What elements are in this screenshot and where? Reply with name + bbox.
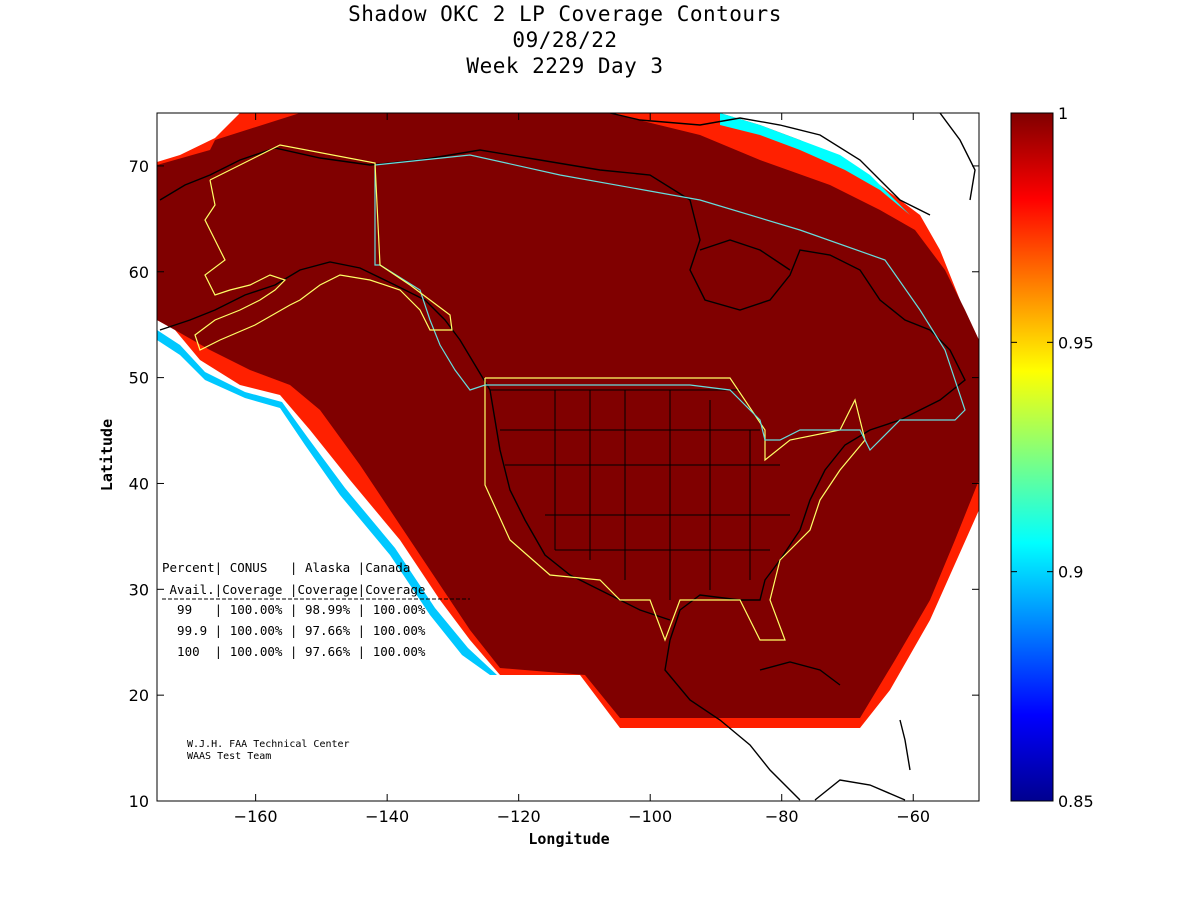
y-axis-label: Latitude [98,419,116,491]
title-line-3-week: Week 2229 Day 3 [466,54,664,78]
table-row: 99.9 | 100.00% | 97.66% | 100.00% [162,623,426,638]
y-tick-label: 50 [129,369,149,388]
x-tick-label: −80 [765,807,799,826]
colorbar-tick-label: 0.9 [1058,563,1083,582]
table-row: 99 | 100.00% | 98.99% | 100.00% [162,602,426,617]
colorbar-ticks: 1 0.95 0.9 0.85 [1011,104,1094,811]
no-coverage-corner [157,113,240,162]
credit-line-1: W.J.H. FAA Technical Center [187,739,350,750]
y-tick-label: 60 [129,263,149,282]
title-line-1: Shadow OKC 2 LP Coverage Contours [348,2,782,26]
y-tick-label: 20 [129,686,149,705]
colorbar-tick-label: 1 [1058,104,1068,123]
y-tick-label: 30 [129,580,149,599]
x-tick-label: −160 [234,807,278,826]
alaska-boundary [194,144,453,351]
state-borders [490,389,790,600]
table-row: 100 | 100.00% | 97.66% | 100.00% [162,644,426,659]
x-tick-label: −120 [497,807,541,826]
coverage-fringe-blue [157,340,490,675]
coverage-full-region [157,113,979,718]
x-tick-label: −140 [365,807,409,826]
coverage-table: Percent| CONUS | Alaska |Canada Avail.|C… [162,560,470,659]
conus-boundary [484,377,866,642]
credit-line-2: WAAS Test Team [187,751,271,762]
x-tick-label: −60 [896,807,930,826]
table-header-1: Percent| CONUS | Alaska |Canada [162,560,410,575]
no-coverage-ne [930,113,979,260]
y-tick-label: 10 [129,792,149,811]
y-axis-ticks: 10 20 30 40 50 60 70 [129,157,979,811]
y-tick-label: 40 [129,474,149,493]
canada-boundary [374,154,966,452]
coverage-layers [157,113,979,801]
x-tick-label: −100 [628,807,672,826]
title-line-2-date: 09/28/22 [512,28,618,52]
y-tick-label: 70 [129,157,149,176]
x-axis-ticks: −160 −140 −120 −100 −80 −60 [234,113,930,826]
plot-frame [156,112,980,802]
colorbar [1010,112,1054,802]
coverage-fringe-ne [720,113,910,215]
colorbar-tick-label: 0.85 [1058,792,1094,811]
table-header-2: Avail.|Coverage |Coverage|Coverage [162,582,425,597]
x-axis-label: Longitude [528,830,609,848]
colorbar-tick-label: 0.95 [1058,333,1094,352]
